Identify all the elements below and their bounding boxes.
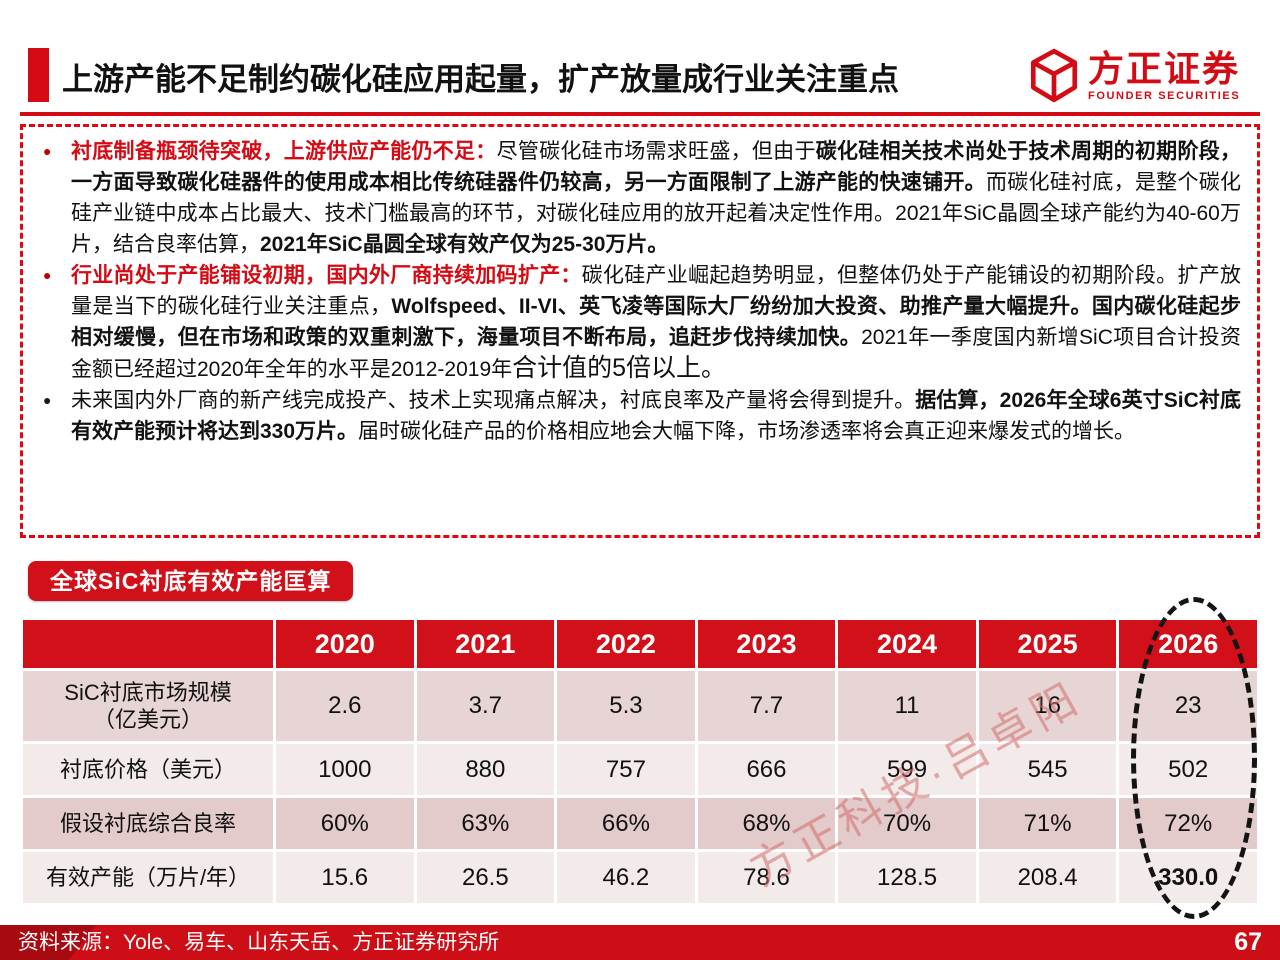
table-row: 假设衬底综合良率 60% 63% 66% 68% 70% 71% 72% bbox=[23, 798, 1257, 849]
table-year-header: 2020 bbox=[276, 620, 414, 668]
bullet-dot-icon: ● bbox=[43, 392, 52, 408]
table-cell: 68% bbox=[697, 798, 836, 849]
bullet-point: ● 行业尚处于产能铺设初期，国内外厂商持续加码扩产：碳化硅产业崛起趋势明显，但整体… bbox=[35, 260, 1241, 385]
row-label: 有效产能（万片/年） bbox=[23, 852, 273, 903]
table-header-row: 2020 2021 2022 2023 2024 2025 2026 bbox=[23, 620, 1257, 668]
bullet-list: ● 衬底制备瓶颈待突破，上游供应产能仍不足：尽管碳化硅市场需求旺盛，但由于碳化硅相… bbox=[35, 136, 1241, 447]
table-cell: 11 bbox=[838, 671, 976, 741]
table-cell: 3.7 bbox=[416, 671, 555, 741]
table-cell: 128.5 bbox=[838, 852, 976, 903]
table-row: 衬底价格（美元） 1000 880 757 666 599 545 502 bbox=[23, 744, 1257, 795]
table-year-header: 2021 bbox=[416, 620, 555, 668]
bullet-text-segment: 届时碳化硅产品的价格相应地会大幅下降，市场渗透率将会真正迎来爆发式的增长。 bbox=[358, 420, 1136, 443]
table-cell: 26.5 bbox=[416, 852, 555, 903]
table-year-header: 2026 bbox=[1119, 620, 1257, 668]
table-year-header: 2025 bbox=[978, 620, 1117, 668]
bullet-text-segment: 合计值的5倍以上。 bbox=[512, 354, 727, 382]
bullet-text-segment: 2021年一季度国内新增SiC项目合计投资金额已经超过2020年全年的水平是20… bbox=[71, 326, 1241, 381]
table-corner-cell bbox=[23, 620, 273, 668]
bullet-text-segment: 2021年SiC晶圆全球有效产仅为25-30万片。 bbox=[260, 233, 669, 256]
table-cell: 545 bbox=[978, 744, 1117, 795]
table-cell: 70% bbox=[838, 798, 976, 849]
bullet-text-segment: 据估算，2026年全球6英寸SiC衬底有效产能预计将达到330万片。 bbox=[71, 389, 1241, 443]
bullet-text-segment: Wolfspeed、II-VI、英飞凌等国际大厂纷纷加大投资、助推产量大幅提升。… bbox=[71, 295, 1241, 349]
source-note: 资料来源：Yole、易车、山东天岳、方正证券研究所 bbox=[18, 931, 500, 954]
bullet-dot-icon: ● bbox=[43, 143, 52, 159]
bullet-dot-icon: ● bbox=[43, 267, 52, 283]
logo-text-cn: 方正证券 bbox=[1088, 48, 1241, 90]
header-divider bbox=[20, 112, 1260, 116]
table-cell: 66% bbox=[557, 798, 695, 849]
table-cell: 502 bbox=[1119, 744, 1257, 795]
bullet-text-segment: 尽管碳化硅市场需求旺盛，但由于 bbox=[496, 140, 816, 163]
table-cell: 46.2 bbox=[557, 852, 695, 903]
table-cell: 880 bbox=[416, 744, 555, 795]
title-accent-bar bbox=[28, 48, 49, 102]
bullet-point: ● 衬底制备瓶颈待突破，上游供应产能仍不足：尽管碳化硅市场需求旺盛，但由于碳化硅相… bbox=[35, 136, 1241, 260]
table-year-header: 2024 bbox=[838, 620, 976, 668]
row-label: 衬底价格（美元） bbox=[23, 744, 273, 795]
table-cell: 23 bbox=[1119, 671, 1257, 741]
table-cell: 757 bbox=[557, 744, 695, 795]
founder-securities-logo: 方正证券 FOUNDER SECURITIES bbox=[1028, 48, 1240, 104]
bullet-text-segment: 碳化硅相关技术尚处于技术周期的初期阶段，一方面导致碳化硅器件的使用成本相比传统硅… bbox=[71, 140, 1242, 194]
table-cell: 7.7 bbox=[697, 671, 836, 741]
bullet-text-segment: 碳化硅产业崛起趋势明显，但整体仍处于产能铺设的初期阶段。扩产放量是当下的碳化硅行… bbox=[71, 264, 1242, 318]
table-cell: 599 bbox=[838, 744, 976, 795]
bullet-text-segment: 行业尚处于产能铺设初期，国内外厂商持续加码扩产： bbox=[71, 264, 582, 287]
row-label: SiC衬底市场规模 （亿美元） bbox=[23, 671, 273, 741]
bullet-text-segment: 衬底制备瓶颈待突破，上游供应产能仍不足： bbox=[71, 140, 497, 163]
table-cell: 15.6 bbox=[276, 852, 414, 903]
table-cell: 78.6 bbox=[697, 852, 836, 903]
table-cell: 2.6 bbox=[276, 671, 414, 741]
table-cell: 63% bbox=[416, 798, 555, 849]
logo-cube-icon bbox=[1028, 48, 1080, 104]
table-cell: 16 bbox=[978, 671, 1117, 741]
table-cell: 72% bbox=[1119, 798, 1257, 849]
table-year-header: 2022 bbox=[557, 620, 695, 668]
table-cell: 666 bbox=[697, 744, 836, 795]
table-title-badge: 全球SiC衬底有效产能匡算 bbox=[28, 561, 354, 601]
table-cell: 60% bbox=[276, 798, 414, 849]
bullet-text-segment: 而碳化硅衬底，是整个碳化硅产业链中成本占比最大、技术门槛最高的环节，对碳化硅应用… bbox=[71, 171, 1242, 256]
bullet-text-segment: 未来国内外厂商的新产线完成投产、技术上实现痛点解决，衬底良率及产量将会得到提升。 bbox=[71, 389, 916, 412]
table-year-header: 2023 bbox=[697, 620, 836, 668]
table-cell: 330.0 bbox=[1119, 852, 1257, 903]
key-points-box: ● 衬底制备瓶颈待突破，上游供应产能仍不足：尽管碳化硅市场需求旺盛，但由于碳化硅相… bbox=[20, 124, 1260, 538]
logo-text-en: FOUNDER SECURITIES bbox=[1088, 89, 1241, 102]
table-row: SiC衬底市场规模 （亿美元） 2.6 3.7 5.3 7.7 11 16 23 bbox=[23, 671, 1257, 741]
row-label: 假设衬底综合良率 bbox=[23, 798, 273, 849]
footer-bar: 资料来源：Yole、易车、山东天岳、方正证券研究所 67 bbox=[0, 925, 1280, 960]
table-cell: 71% bbox=[978, 798, 1117, 849]
page-number: 67 bbox=[1234, 928, 1262, 956]
table-cell: 1000 bbox=[276, 744, 414, 795]
bullet-point: ● 未来国内外厂商的新产线完成投产、技术上实现痛点解决，衬底良率及产量将会得到提升… bbox=[35, 385, 1241, 447]
page-title: 上游产能不足制约碳化硅应用起量，扩产放量成行业关注重点 bbox=[62, 62, 899, 97]
capacity-table: 2020 2021 2022 2023 2024 2025 2026 SiC衬底市场规模 （… bbox=[20, 617, 1260, 906]
table-row: 有效产能（万片/年） 15.6 26.5 46.2 78.6 128.5 208.4 330.… bbox=[23, 852, 1257, 903]
table-cell: 208.4 bbox=[978, 852, 1117, 903]
table-cell: 5.3 bbox=[557, 671, 695, 741]
